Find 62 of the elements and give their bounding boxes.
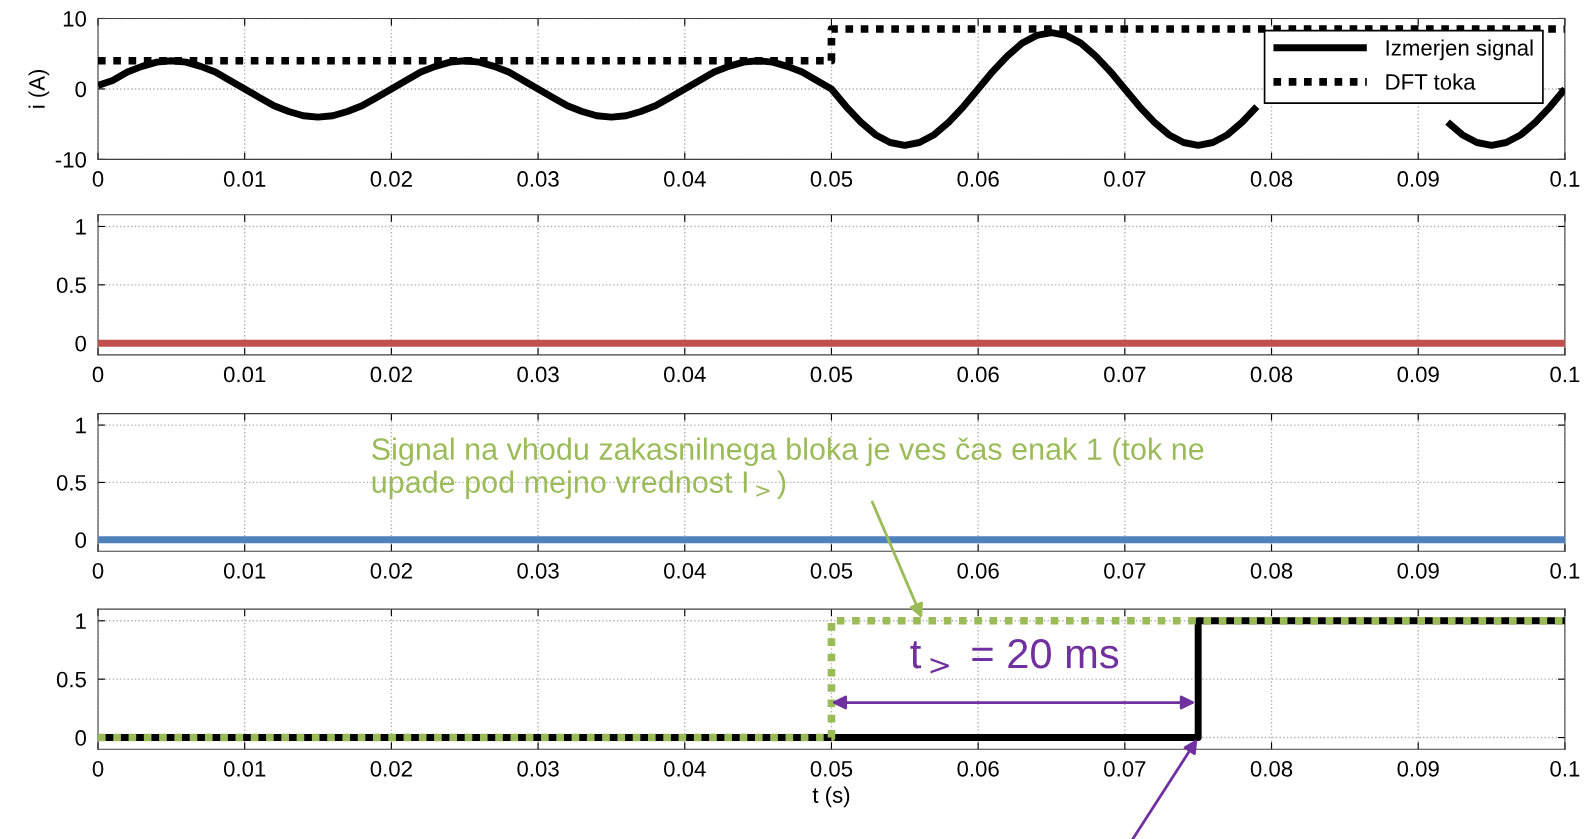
x-tick-label: 0 (92, 171, 104, 187)
y-tick-label: 1 (76, 219, 86, 235)
x-tick-label: 0.07 (1104, 562, 1146, 579)
x-tick-label: 0.09 (1397, 171, 1439, 187)
x-tick-label: 0.1 (1550, 171, 1580, 187)
x-tick-label: 0.09 (1397, 562, 1439, 579)
x-tick-label: 0.08 (1250, 171, 1293, 187)
annotation: Signal na vhodu zakasnilnega bloka je ves čas enak 1 (tok ne upade pod mejno vrednost I$_{>}$) (372, 437, 1204, 499)
y-tick-label: 0.5 (56, 277, 86, 294)
x-tick-label: 0.05 (810, 366, 853, 383)
x-tick-label: 0.08 (1250, 366, 1293, 383)
x-tick-label: 0.01 (223, 562, 266, 579)
x-tick-label: 0.06 (957, 366, 999, 383)
y-tick-label: 10 (63, 10, 87, 27)
x-tick-label: 0.04 (664, 366, 706, 383)
y-tick-label: -10 (55, 151, 87, 168)
x-tick-label: 0.03 (517, 760, 559, 777)
legend-label: DFT toka (1386, 73, 1476, 90)
x-tick-label: 0.01 (223, 760, 266, 777)
x-tick-label: 0.02 (370, 171, 412, 187)
x-tick-label: 0.01 (223, 366, 266, 383)
y-axis-title: i (A) (28, 69, 50, 108)
x-tick-label: 0.02 (370, 366, 412, 383)
x-tick-label: 0.07 (1104, 760, 1146, 777)
x-tick-label: 0.07 (1104, 366, 1146, 383)
y-tick-label: 0 (75, 730, 87, 746)
x-tick-label: 0.1 (1550, 366, 1580, 383)
y-tick-label: 0.5 (56, 671, 86, 688)
x-tick-label: 0.02 (370, 562, 412, 579)
x-tick-label: 0.03 (517, 562, 559, 579)
y-tick-label: 0 (75, 532, 87, 549)
x-tick-label: 0.08 (1250, 760, 1293, 777)
x-tick-label: 0.05 (810, 562, 853, 579)
x-tick-label: 0.09 (1397, 760, 1439, 777)
x-tick-label: 0.05 (810, 171, 853, 187)
x-tick-label: 0.01 (223, 171, 266, 187)
x-tick-label: 0 (92, 760, 104, 777)
x-tick-label: 0.08 (1250, 562, 1293, 579)
x-tick-label: 0.06 (957, 171, 999, 187)
x-tick-label: 0.04 (664, 562, 706, 579)
x-tick-label: 0.02 (370, 760, 412, 777)
x-axis-title: t (s) (812, 786, 850, 808)
y-tick-label: 1 (76, 417, 86, 434)
x-tick-label: 0.07 (1104, 171, 1146, 187)
x-tick-label: 0.04 (664, 760, 706, 777)
x-tick-label: 0 (92, 562, 104, 579)
y-tick-label: 0 (75, 335, 87, 352)
x-tick-label: 0.06 (957, 760, 999, 777)
x-tick-label: 0.09 (1397, 366, 1439, 383)
x-tick-label: 0.04 (664, 171, 706, 187)
y-tick-label: 0.5 (56, 474, 86, 491)
x-tick-label: 0.1 (1550, 760, 1580, 777)
x-tick-label: 0.03 (517, 366, 559, 383)
x-tick-label: 0.05 (810, 760, 853, 777)
y-tick-label: 1 (76, 613, 86, 629)
x-tick-label: 0.03 (517, 171, 559, 187)
x-tick-label: 0.1 (1550, 562, 1580, 579)
y-tick-label: 0 (75, 81, 87, 98)
legend-label: Izmerjen signal (1386, 39, 1533, 61)
x-tick-label: 0 (92, 366, 104, 383)
x-tick-label: 0.06 (957, 562, 999, 579)
annotation: t$_{>}$ = 20 ms (910, 639, 1119, 674)
